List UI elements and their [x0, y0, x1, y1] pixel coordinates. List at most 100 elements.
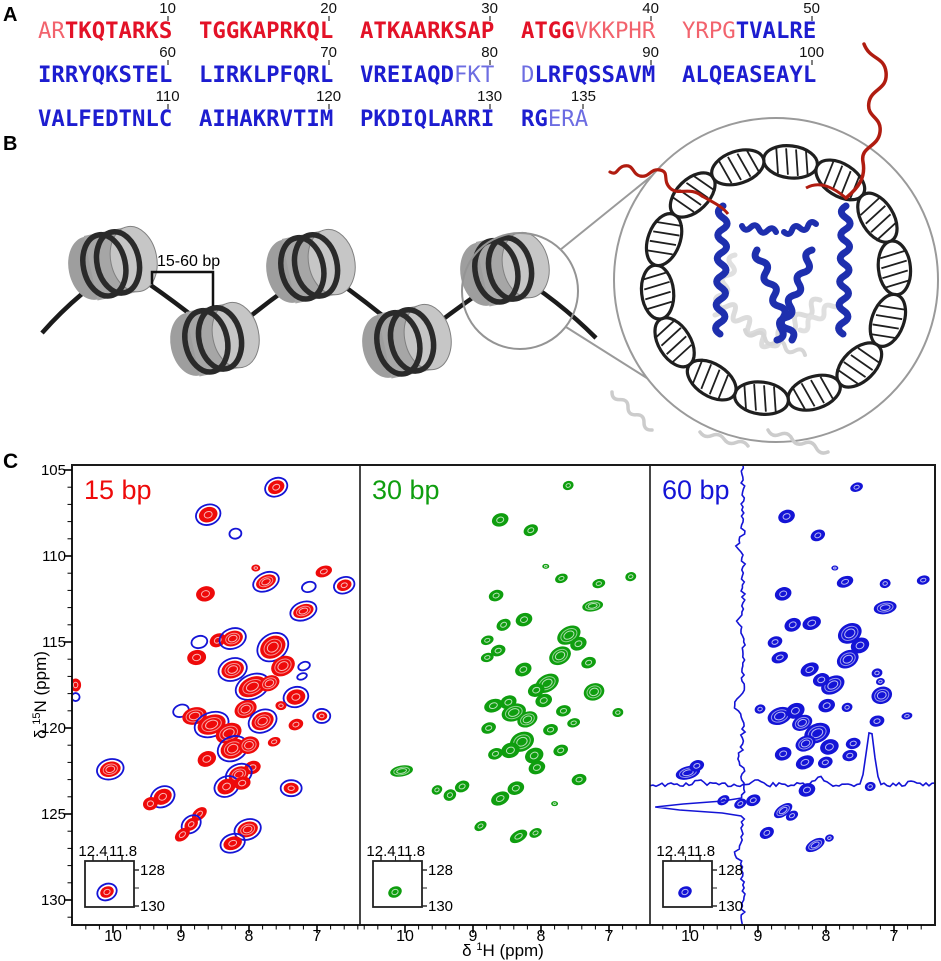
inset-xtick-label: 11.8	[397, 843, 425, 860]
y-tick-label: 110	[42, 548, 66, 565]
dna-segment	[644, 212, 684, 268]
sequence-block: 80 VREIAQDFKT	[360, 44, 498, 88]
panel-title: 60 bp	[662, 475, 730, 505]
gray-tail	[766, 428, 830, 455]
linker-length-label: 15-60 bp	[157, 253, 220, 270]
inset-xtick-label: 12.4	[366, 843, 395, 860]
residue-letters: YRPGTVALRE	[682, 20, 816, 42]
sequence-segment: YRPG	[682, 18, 736, 44]
sequence-block: 110 VALFEDTNLC	[38, 89, 180, 130]
sequence-segment: VALFEDTNLC	[38, 106, 173, 132]
sequence-row: 10 ARTKQTARKS 20 TGGKAPRKQL 30 ATKAARKSAP 40 AT…	[0, 0, 941, 46]
inset-ytick-label: 130	[428, 898, 453, 915]
dna-segment	[733, 380, 790, 416]
magnifier-cone-line	[565, 326, 651, 381]
sequence-block: 60 IRRYQKSTEL	[38, 44, 176, 88]
x-tick-label: 10	[396, 928, 414, 945]
panel-a-label: A	[3, 4, 18, 26]
nucleosome-disc	[266, 228, 356, 304]
x-tick-label: 10	[681, 928, 699, 945]
axis-ticks: 10 9 8 7 10 9 8 7 10 9 8 7 105 110 115 120 125 130	[41, 462, 922, 945]
residue-number-tick	[811, 16, 813, 21]
residue-number-tick	[489, 60, 491, 65]
sequence-segment: FKT	[453, 62, 495, 88]
h3-tail-red	[608, 164, 704, 198]
sequence-segment: LIRKLPFQRL	[199, 62, 334, 88]
y-tick-label: 105	[41, 462, 66, 479]
residue-letters: PKDIQLARRI	[360, 108, 494, 130]
residue-number-tick	[650, 60, 652, 65]
x-tick-label: 9	[754, 928, 763, 945]
h3-helix	[739, 222, 779, 236]
sequence-segment: ATGG	[521, 18, 575, 44]
residue-number: 40	[642, 0, 659, 17]
x-tick-label: 7	[313, 928, 322, 945]
h3-helix	[781, 219, 819, 237]
inset-ytick-label: 128	[428, 862, 453, 879]
dna-segment	[685, 358, 738, 402]
sequence-block: 20 TGGKAPRKQL	[199, 1, 337, 44]
h3-tail-red	[701, 194, 730, 215]
residue-letters: LIRKLPFQRL	[199, 64, 333, 86]
inset-xtick-label: 11.8	[109, 843, 137, 860]
x-tick-label: 10	[104, 928, 122, 945]
sequence-segment: VKKPHR	[574, 18, 656, 44]
inset-xtick-label: 12.4	[656, 843, 685, 860]
sequence-row: 60 IRRYQKSTEL 70 LIRKLPFQRL 80 VREIAQDFKT 90 D L…	[0, 44, 941, 90]
sequence-segment: VREIAQD	[360, 62, 454, 88]
sequence-segment: TGGKAPRKQL	[199, 18, 334, 44]
residue-number-tick	[328, 16, 330, 21]
sequence-segment: IRRYQKSTEL	[38, 62, 173, 88]
inset-xtick-label: 11.8	[687, 843, 715, 860]
sequence-block: 70 LIRKLPFQRL	[199, 44, 337, 86]
residue-number: 90	[642, 44, 659, 61]
horizontal-1d-trace	[650, 731, 935, 788]
sequence-segment: ERA	[547, 106, 589, 132]
residue-number-tick	[328, 104, 330, 109]
sequence-segment: ALQEASEAYL	[682, 62, 817, 88]
residue-number-tick	[328, 60, 330, 65]
sequence-segment: AR	[38, 18, 65, 44]
residue-number: 110	[155, 88, 180, 105]
panel-c-label: C	[3, 450, 19, 473]
residue-letters: RGERA	[521, 108, 588, 130]
h3-helix	[773, 246, 816, 344]
h3-tail-red	[805, 183, 847, 200]
x-tick-label: 7	[605, 928, 614, 945]
h3-helix	[835, 202, 854, 338]
residue-number-tick	[167, 16, 169, 21]
sequence-segment: RG	[521, 106, 548, 132]
x-tick-label: 9	[177, 928, 186, 945]
sequence-block: 135 RGERA	[521, 89, 596, 130]
residue-number: 60	[159, 44, 176, 61]
dna-segment	[668, 171, 717, 219]
sequence-segment: D	[521, 62, 535, 88]
y-tick-label: 120	[41, 720, 66, 737]
residue-number-tick	[489, 104, 491, 109]
sequence-segment: PKDIQLARRI	[360, 106, 495, 132]
gray-tail	[610, 390, 654, 432]
residue-letters: VALFEDTNLC	[38, 108, 172, 130]
h3-helix	[712, 202, 731, 338]
sequence-block: 130 PKDIQLARRI	[360, 89, 502, 130]
inset-ytick-label: 128	[718, 862, 743, 879]
sequence-segment: TKQTARKS	[64, 18, 173, 44]
residue-letters: ARTKQTARKS	[38, 20, 172, 42]
panel-b-label: B	[3, 133, 18, 155]
panel-title: 30 bp	[372, 475, 440, 505]
residue-number: 80	[481, 44, 498, 61]
sequence-block: 10 ARTKQTARKS	[38, 1, 176, 42]
x-tick-label: 8	[822, 928, 831, 945]
sequence-block: 30 ATKAARKSAP	[360, 1, 498, 42]
nucleosome-disc	[68, 225, 158, 301]
residue-number: 70	[320, 44, 337, 61]
x-tick-label: 7	[890, 928, 899, 945]
residue-number: 120	[316, 88, 342, 105]
h3-tail-red	[844, 42, 888, 200]
residue-number-tick	[489, 16, 491, 21]
sequence-row: 110 VALFEDTNLC 120 AIHAKRVTIM 130 PKDIQLARRI 1…	[0, 88, 941, 134]
nmr-panel-15bp	[72, 476, 356, 854]
